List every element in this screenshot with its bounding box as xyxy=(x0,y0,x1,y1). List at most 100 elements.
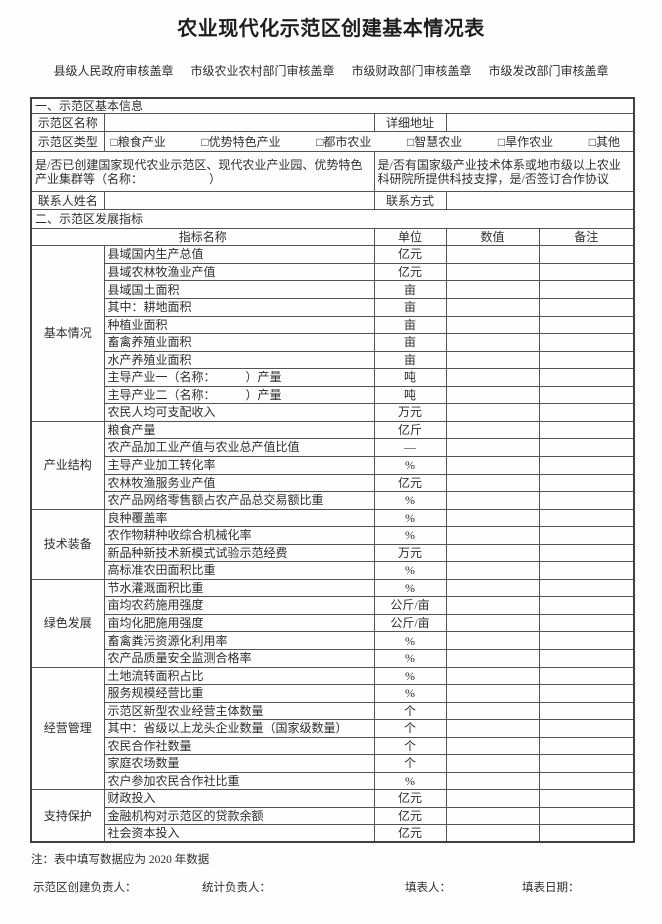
remark-cell xyxy=(538,403,635,422)
unit-cell: 亿元 xyxy=(373,245,447,264)
value-cell xyxy=(445,491,540,510)
indicator-name: 农林牧渔服务业产值 xyxy=(103,473,375,493)
unit-cell: 亿元 xyxy=(373,824,447,843)
signature-label: 填表日期： xyxy=(522,882,580,894)
indicator-name: 亩均化肥施用强度 xyxy=(103,613,375,633)
section2-header: 二、示范区发展指标 xyxy=(30,209,635,230)
indicator-name: 县域农林牧渔业产值 xyxy=(103,262,375,282)
indicator-row: 县域农林牧渔业产值 亿元 xyxy=(31,262,635,282)
value-cell xyxy=(445,280,540,300)
group-label: 技术装备 xyxy=(30,508,105,580)
indicator-name: 农民合作社数量 xyxy=(103,736,375,756)
value-cell xyxy=(445,245,540,264)
indicator-row: 主导产业一（名称： ）产量吨 xyxy=(31,368,635,387)
indicator-row: 经营管理 土地流转面积占比% xyxy=(30,666,635,791)
stamp-label: 市级财政部门审核盖章 xyxy=(351,64,472,78)
remark-cell xyxy=(538,508,635,528)
remark-cell xyxy=(538,666,635,686)
unit-cell: % xyxy=(373,684,447,703)
zone-type-option: □旱作农业 xyxy=(497,134,554,149)
remark-cell xyxy=(538,491,635,510)
group-label: 基本情况 xyxy=(30,245,105,422)
remark-cell xyxy=(538,578,635,598)
remark-cell xyxy=(538,280,635,300)
unit-cell: 个 xyxy=(373,754,447,773)
zone-type-option-row: □粮食产业 □优势特色产业 □都市农业 □智慧农业 □旱作农业 □其他 xyxy=(108,135,631,149)
indicator-name: 其中：耕地面积 xyxy=(103,298,375,317)
remark-cell xyxy=(538,315,635,335)
contact-method-label: 联系方式 xyxy=(373,191,447,211)
unit-cell: 亿斤 xyxy=(373,420,447,440)
indicator-name: 水产养殖业面积 xyxy=(103,350,375,370)
indicator-name: 其中：省级以上龙头企业数量（国家级数量） xyxy=(103,719,375,738)
unit-cell: % xyxy=(373,771,447,791)
value-cell xyxy=(445,719,540,738)
indicator-name: 农作物耕种收综合机械化率 xyxy=(103,526,375,545)
remark-cell xyxy=(538,719,635,738)
indicator-name: 农产品质量安全监测合格率 xyxy=(103,648,375,668)
value-cell xyxy=(445,420,540,440)
indicator-row: 新品种新技术新模式试验示范经费 万元 xyxy=(31,543,635,563)
unit-cell: 万元 xyxy=(373,403,447,422)
stamp-label: 市级发改部门审核盖章 xyxy=(488,64,609,78)
indicator-name: 新品种新技术新模式试验示范经费 xyxy=(103,543,375,563)
indicator-name: 高标准农田面积比重 xyxy=(103,561,375,580)
remark-cell xyxy=(538,631,635,650)
value-cell xyxy=(445,701,540,721)
value-cell xyxy=(445,684,540,703)
value-cell xyxy=(445,403,540,422)
value-cell xyxy=(445,526,540,545)
stamp-line: 县级人民政府审核盖章 市级农业农村部门审核盖章 市级财政部门审核盖章 市级发改部门审核… xyxy=(0,62,662,79)
indicator-row: 绿色发展 节水灌溉面积比重% xyxy=(30,578,635,668)
zone-type-option: □智慧农业 xyxy=(407,134,463,149)
unit-cell: 亩 xyxy=(373,298,447,317)
column-header-unit: 单位 xyxy=(373,228,447,247)
indicator-row: 种植业面积亩 xyxy=(31,315,635,335)
indicator-row: 技术装备 良种覆盖率% xyxy=(30,508,635,580)
unit-cell: 亿元 xyxy=(373,789,447,808)
indicator-row: 农民人均可支配收入 万元 xyxy=(31,403,635,422)
indicator-row: 示范区新型农业经营主体数量个 xyxy=(31,701,635,721)
value-cell xyxy=(445,350,540,370)
unit-cell: % xyxy=(373,561,447,580)
unit-cell: % xyxy=(373,648,447,668)
value-cell xyxy=(445,508,540,528)
indicator-name: 畜禽粪污资源化利用率 xyxy=(103,631,375,650)
indicator-name: 主导产业二（名称： ）产量 xyxy=(103,385,375,405)
footnote: 注：表中填写数据应为 2020 年数据 xyxy=(31,854,210,866)
created-question: 是/否已创建国家现代农业示范区、现代农业产业园、优势特色产业集群等（名称： ） xyxy=(30,151,375,193)
unit-cell: % xyxy=(373,578,447,598)
indicator-name: 农产品加工业产值与农业总产值比值 xyxy=(103,438,375,457)
indicator-row: 服务规模经营比重% xyxy=(31,684,635,703)
indicator-row: 水产养殖业面积亩 xyxy=(31,350,635,370)
remark-cell xyxy=(538,824,635,843)
value-cell xyxy=(445,824,540,843)
unit-cell: % xyxy=(373,508,447,528)
zone-type-option: □其他 xyxy=(588,134,620,149)
remark-cell xyxy=(538,596,635,615)
zone-name-label: 示范区名称 xyxy=(30,113,105,133)
remark-cell xyxy=(538,526,635,545)
value-cell xyxy=(445,631,540,650)
unit-cell: 公斤/亩 xyxy=(373,613,447,633)
value-cell xyxy=(445,578,540,598)
indicator-row: 农产品质量安全监测合格率% xyxy=(31,648,635,668)
indicator-name: 农产品网络零售额占农产品总交易额比重 xyxy=(103,491,375,510)
contact-name-label: 联系人姓名 xyxy=(30,191,105,211)
unit-cell: 个 xyxy=(373,736,447,756)
remark-cell xyxy=(538,385,635,405)
unit-cell: % xyxy=(373,666,447,686)
column-header-indicator: 指标名称 xyxy=(30,228,375,247)
indicator-name: 粮食产量 xyxy=(103,420,375,440)
unit-cell: 亿元 xyxy=(373,473,447,493)
signature-label: 填表人： xyxy=(405,882,451,894)
group-label: 经营管理 xyxy=(30,666,105,791)
indicator-row: 支持保护 财政投入 亿元 xyxy=(30,789,635,843)
indicator-name: 亩均农药施用强度 xyxy=(103,596,375,615)
value-cell xyxy=(445,455,540,475)
signature-label: 统计负责人： xyxy=(202,882,271,894)
indicator-name: 社会资本投入 xyxy=(103,824,375,843)
indicator-row: 基本情况 县域国内生产总值 亿元 xyxy=(30,245,635,422)
unit-cell: 个 xyxy=(373,701,447,721)
